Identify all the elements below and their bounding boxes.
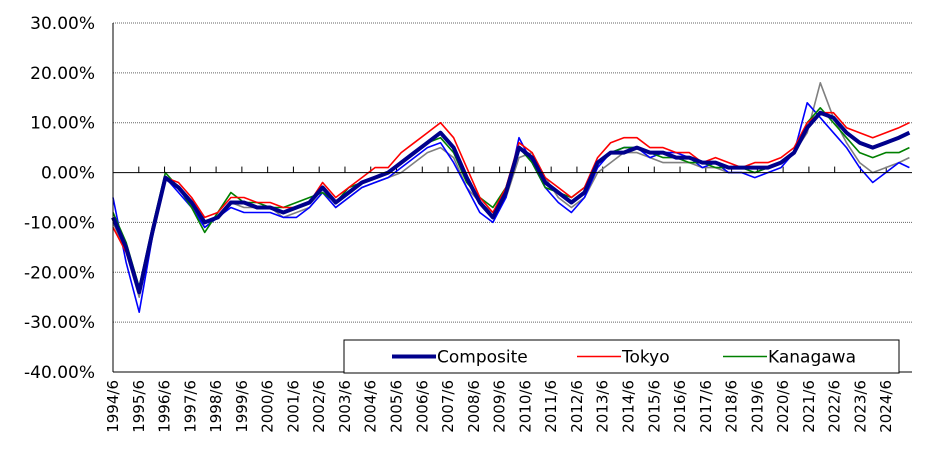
- x-tick-label: 2014/6: [619, 380, 637, 433]
- x-tick-label: 2024/6: [877, 380, 895, 433]
- series-line-composite: [111, 110, 911, 295]
- x-axis-tick-marks: [112, 166, 887, 173]
- y-tick-label: 20.00%: [30, 64, 95, 84]
- x-tick-label: 2018/6: [723, 380, 741, 433]
- x-tick-label: 2008/6: [465, 380, 483, 433]
- x-tick-label: 2022/6: [826, 380, 844, 433]
- series-lines: [111, 82, 911, 314]
- legend-label-tokyo: Tokyo: [621, 348, 670, 368]
- x-tick-label: 1996/6: [156, 380, 174, 433]
- x-tick-label: 2021/6: [800, 380, 818, 433]
- x-tick-label: 2006/6: [413, 380, 431, 433]
- x-tick-label: 2016/6: [671, 380, 689, 433]
- x-tick-label: 2019/6: [748, 380, 766, 433]
- x-tick-label: 1999/6: [233, 380, 251, 433]
- x-tick-label: 2002/6: [310, 380, 328, 433]
- x-axis-tick-labels: 1994/6 1995/6 1996/6 1997/6 1998/6 1999/6 2000…: [104, 380, 895, 433]
- x-tick-label: 2005/6: [388, 380, 406, 433]
- x-tick-label: 1998/6: [207, 380, 225, 433]
- x-tick-label: 2011/6: [542, 380, 560, 433]
- y-tick-label: -20.00%: [24, 263, 95, 283]
- x-tick-label: 1997/6: [181, 380, 199, 433]
- x-tick-label: 2015/6: [645, 380, 663, 433]
- series-line-unlabeled-3: [112, 102, 910, 314]
- x-tick-label: 2017/6: [697, 380, 715, 433]
- legend: Composite Tokyo Kanagawa: [343, 339, 900, 374]
- x-tick-label: 2012/6: [568, 380, 586, 433]
- x-tick-label: 2000/6: [259, 380, 277, 433]
- x-tick-label: 2009/6: [491, 380, 509, 433]
- legend-label-kanagawa: Kanagawa: [768, 348, 856, 368]
- y-tick-label: 10.00%: [30, 114, 95, 134]
- y-axis-tick-labels: 30.00% 20.00% 10.00% 0.00% -10.00% -20.00% -30…: [24, 14, 95, 383]
- x-tick-label: 2003/6: [336, 380, 354, 433]
- x-tick-label: 2010/6: [516, 380, 534, 433]
- legend-label-composite: Composite: [437, 348, 528, 368]
- legend-box: [343, 339, 900, 374]
- x-tick-label: 2004/6: [362, 380, 380, 433]
- x-tick-label: 2013/6: [594, 380, 612, 433]
- y-tick-label: -10.00%: [24, 213, 95, 233]
- x-tick-label: 2007/6: [439, 380, 457, 433]
- x-tick-label: 2001/6: [284, 380, 302, 433]
- y-tick-label: 30.00%: [30, 14, 95, 34]
- x-tick-label: 2020/6: [774, 380, 792, 433]
- y-tick-label: 0.00%: [41, 164, 95, 184]
- y-tick-label: -30.00%: [24, 313, 95, 333]
- x-tick-label: 2023/6: [851, 380, 869, 433]
- x-tick-label: 1994/6: [104, 380, 122, 433]
- series-line-unlabeled-4: [112, 82, 910, 299]
- x-tick-label: 1995/6: [130, 380, 148, 433]
- y-tick-label: -40.00%: [24, 363, 95, 383]
